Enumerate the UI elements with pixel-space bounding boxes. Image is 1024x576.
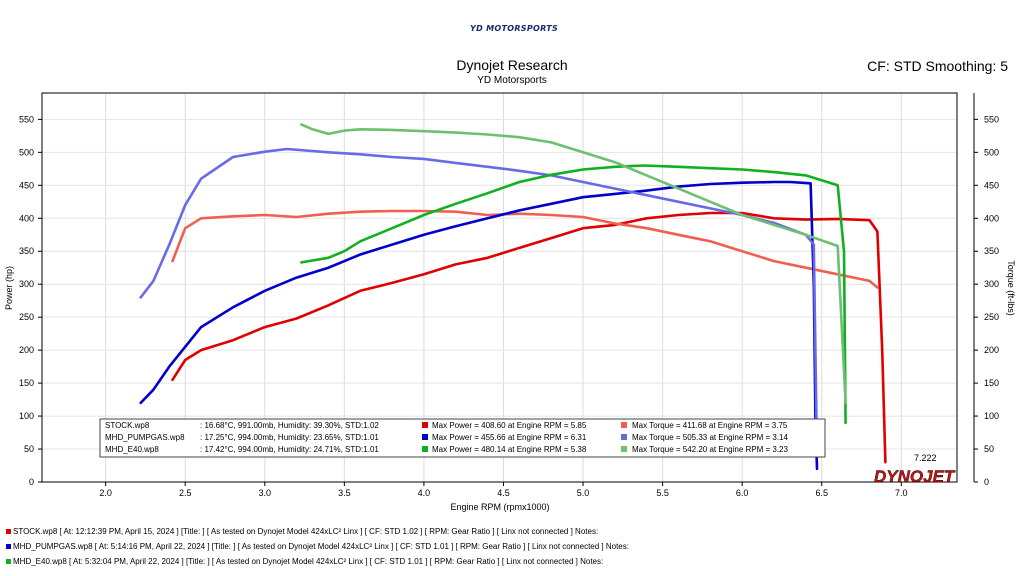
y-tick-label: 350 bbox=[19, 246, 34, 256]
legend-max-power: Max Power = 480.14 at Engine RPM = 5.38 bbox=[432, 445, 587, 454]
e40-color-icon bbox=[6, 559, 11, 565]
cf-smoothing-label: CF: STD Smoothing: 5 bbox=[867, 58, 1008, 74]
y-tick-label: 300 bbox=[19, 279, 34, 289]
y-tick-label: 400 bbox=[19, 213, 34, 223]
y2-tick-label: 100 bbox=[984, 411, 999, 421]
legend-power-swatch bbox=[422, 422, 428, 428]
series-layer bbox=[139, 123, 887, 471]
footer-run-stock: STOCK.wp8 [ At: 12:12:39 PM, April 15, 2… bbox=[6, 527, 598, 536]
y2-tick-label: 50 bbox=[984, 444, 994, 454]
yd-motorsports-logo: YD MOTORSPORTS bbox=[470, 24, 559, 33]
legend-power-swatch bbox=[422, 434, 428, 440]
legend-row: STOCK.wp8 : 16.68°C, 991.00mb, Humidity: … bbox=[105, 421, 788, 430]
legend-max-power: Max Power = 455.66 at Engine RPM = 6.31 bbox=[432, 433, 587, 442]
y-tick-label: 450 bbox=[19, 180, 34, 190]
legend-max-torque: Max Torque = 505.33 at Engine RPM = 3.14 bbox=[632, 433, 789, 442]
x-tick-label: 6.0 bbox=[736, 488, 749, 498]
x-tick-label: 7.0 bbox=[895, 488, 908, 498]
axis-ticks: 2.0 2.5 3.0 3.5 4.0 4.5 5.0 5.5 6.0 6.5 7.0 0 0 50 50 1… bbox=[19, 114, 999, 498]
x-tick-label: 5.0 bbox=[577, 488, 590, 498]
legend-max-torque: Max Torque = 542.20 at Engine RPM = 3.23 bbox=[632, 445, 789, 454]
y2-tick-label: 150 bbox=[984, 378, 999, 388]
y2-axis-label: Torque (ft-lbs) bbox=[1006, 260, 1016, 316]
y2-tick-label: 250 bbox=[984, 312, 999, 322]
legend-row: MHD_PUMPGAS.wp8 : 17.25°C, 994.00mb, Humi… bbox=[105, 433, 789, 442]
x-tick-label: 2.5 bbox=[179, 488, 192, 498]
footer-run-stock-text: STOCK.wp8 [ At: 12:12:39 PM, April 15, 2… bbox=[13, 527, 599, 536]
x-tick-label: 4.5 bbox=[497, 488, 510, 498]
legend-row: MHD_E40.wp8 : 17.42°C, 994.00mb, Humidity… bbox=[105, 445, 789, 454]
legend-box: STOCK.wp8 : 16.68°C, 991.00mb, Humidity: … bbox=[99, 418, 826, 458]
legend-conditions: : 17.25°C, 994.00mb, Humidity: 23.65%, S… bbox=[200, 433, 379, 442]
y-tick-label: 50 bbox=[24, 444, 34, 454]
legend-conditions: : 17.42°C, 994.00mb, Humidity: 24.71%, S… bbox=[200, 445, 379, 454]
legend-conditions: : 16.68°C, 991.00mb, Humidity: 39.30%, S… bbox=[200, 421, 379, 430]
legend-max-power: Max Power = 408.60 at Engine RPM = 5.85 bbox=[432, 421, 587, 430]
stock-color-icon bbox=[6, 529, 11, 535]
y2-tick-label: 300 bbox=[984, 279, 999, 289]
y-tick-label: 0 bbox=[29, 477, 34, 487]
legend-run-name: MHD_PUMPGAS.wp8 bbox=[105, 433, 185, 442]
series-line-mhd-pumpgas-power bbox=[139, 180, 819, 471]
y2-tick-label: 400 bbox=[984, 213, 999, 223]
series-line-stock-torque bbox=[171, 209, 879, 289]
grid-lines bbox=[42, 93, 957, 483]
y2-tick-label: 0 bbox=[984, 477, 989, 487]
x-axis-label: Engine RPM (rpmx1000) bbox=[450, 502, 549, 512]
series-line-mhd-e40-power bbox=[300, 164, 847, 425]
pumpgas-color-icon bbox=[6, 544, 11, 550]
x-tick-label: 3.5 bbox=[338, 488, 351, 498]
legend-power-swatch bbox=[422, 446, 428, 452]
footer-run-pumpgas-text: MHD_PUMPGAS.wp8 [ At: 5:14:16 PM, April … bbox=[13, 542, 629, 551]
footer-run-e40: MHD_E40.wp8 [ At: 5:32:04 PM, April 22, … bbox=[6, 557, 603, 566]
chart-title: Dynojet Research bbox=[456, 57, 568, 73]
series-line-stock-power bbox=[171, 211, 887, 464]
y2-tick-label: 500 bbox=[984, 147, 999, 157]
x-tick-label: 6.5 bbox=[815, 488, 828, 498]
chart-subtitle: YD Motorsports bbox=[477, 75, 547, 86]
y-tick-label: 250 bbox=[19, 312, 34, 322]
footer-run-e40-text: MHD_E40.wp8 [ At: 5:32:04 PM, April 22, … bbox=[13, 557, 604, 566]
y-tick-label: 200 bbox=[19, 345, 34, 355]
y2-tick-label: 450 bbox=[984, 180, 999, 190]
y2-tick-label: 350 bbox=[984, 246, 999, 256]
y-tick-label: 500 bbox=[19, 147, 34, 157]
y-tick-label: 150 bbox=[19, 378, 34, 388]
x-tick-label: 4.0 bbox=[418, 488, 431, 498]
y2-tick-label: 200 bbox=[984, 345, 999, 355]
x-tick-label: 5.5 bbox=[656, 488, 669, 498]
y2-tick-label: 550 bbox=[984, 114, 999, 124]
y-tick-label: 100 bbox=[19, 411, 34, 421]
x-tick-label: 2.0 bbox=[99, 488, 112, 498]
plot-frame bbox=[41, 92, 958, 483]
footer-run-pumpgas: MHD_PUMPGAS.wp8 [ At: 5:14:16 PM, April … bbox=[6, 542, 629, 551]
legend-run-name: MHD_E40.wp8 bbox=[105, 445, 159, 454]
series-line-mhd-e40-torque bbox=[300, 123, 847, 405]
dynojet-brand: DYNOJET bbox=[874, 467, 956, 486]
legend-run-name: STOCK.wp8 bbox=[105, 421, 150, 430]
legend-torque-swatch bbox=[621, 434, 627, 440]
legend-torque-swatch bbox=[621, 446, 627, 452]
legend-torque-swatch bbox=[621, 422, 627, 428]
legend-max-torque: Max Torque = 411.68 at Engine RPM = 3.75 bbox=[632, 421, 788, 430]
x-tick-label: 3.0 bbox=[259, 488, 272, 498]
y-tick-label: 550 bbox=[19, 114, 34, 124]
y-axis-label: Power (hp) bbox=[4, 266, 14, 310]
cursor-label: 7.222 bbox=[914, 453, 937, 463]
